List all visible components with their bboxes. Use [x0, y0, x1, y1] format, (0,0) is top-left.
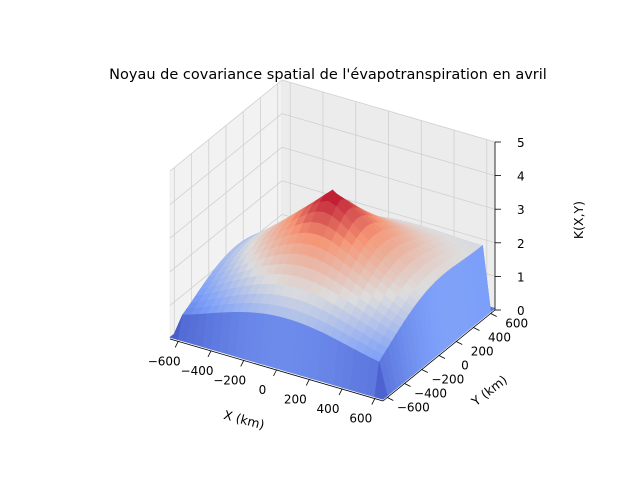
x-tick-mark: [338, 388, 343, 396]
x-tick-mark: [273, 369, 277, 377]
y-tick-label: 0: [461, 359, 469, 373]
y-tick-label: −200: [431, 373, 464, 387]
x-tick-label: 400: [317, 402, 340, 416]
x-tick-mark: [240, 360, 245, 367]
grid-line: [169, 79, 283, 172]
grid-line: [281, 146, 496, 210]
x-tick-mark: [174, 341, 179, 348]
x-tick-label: 600: [349, 412, 372, 426]
grid-line: [281, 79, 496, 143]
y-tick-label: 600: [505, 317, 528, 331]
x-tick-mark: [207, 350, 212, 358]
y-tick-mark: [421, 369, 428, 373]
y-tick-label: 400: [488, 331, 511, 345]
z-tick-label: 0: [517, 304, 525, 318]
y-axis-label: Y (km): [468, 372, 510, 410]
y-tick-mark: [404, 383, 411, 387]
z-tick-label: 3: [517, 203, 525, 217]
y-tick-label: −600: [397, 401, 430, 415]
grid-line: [169, 180, 283, 273]
y-tick-mark: [387, 397, 394, 401]
x-tick-label: −600: [148, 354, 181, 368]
y-tick-mark: [473, 327, 480, 331]
y-tick-mark: [456, 341, 463, 345]
z-axis-label: K(X,Y): [571, 201, 586, 239]
grid-line: [281, 180, 496, 244]
x-tick-label: 0: [259, 383, 267, 397]
z-tick-label: 4: [517, 170, 525, 184]
x-tick-label: −400: [181, 364, 214, 378]
x-tick-mark: [371, 398, 376, 405]
surface-facet: [374, 361, 388, 400]
y-tick-label: 200: [471, 345, 494, 359]
x-tick-mark: [305, 379, 310, 386]
x-tick-label: −200: [213, 374, 246, 388]
grid-line: [169, 113, 283, 205]
y-tick-label: −400: [414, 387, 447, 401]
surface: [169, 189, 496, 400]
z-tick-label: 5: [517, 136, 525, 150]
grid-line: [281, 113, 496, 176]
axis-ticks: −600−400−2000200400600−600−400−200020040…: [148, 136, 528, 426]
chart-title: Noyau de covariance spatial de l'évapotr…: [109, 67, 547, 83]
x-axis-label: X (km): [222, 407, 266, 432]
z-tick-label: 1: [517, 270, 525, 284]
y-tick-mark: [438, 355, 446, 359]
x-tick-label: 200: [284, 393, 307, 407]
y-tick-mark: [490, 313, 497, 317]
grid-line: [169, 146, 283, 239]
z-tick-label: 2: [517, 237, 525, 251]
